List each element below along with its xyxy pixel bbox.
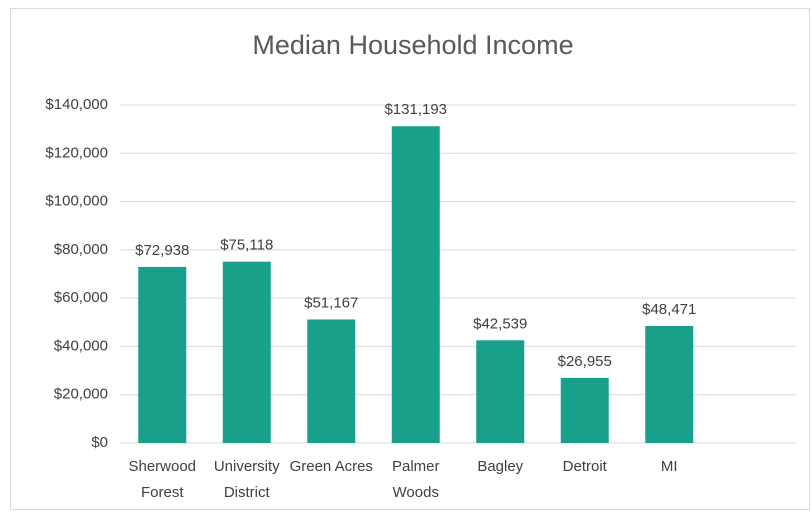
y-tick-label: $100,000	[45, 193, 108, 210]
x-tick-label: Sherwood Forest	[128, 458, 197, 501]
data-label: $72,938	[135, 242, 189, 259]
x-tick-label: Bagley	[477, 458, 524, 475]
x-tick-label: MI	[660, 458, 678, 475]
bar	[222, 261, 271, 443]
bar	[476, 340, 525, 443]
bar	[645, 325, 694, 443]
chart-title: Median Household Income	[252, 30, 573, 60]
bar	[138, 266, 187, 443]
y-tick-label: $0	[91, 434, 108, 451]
x-tick-label: Green Acres	[289, 458, 373, 475]
data-label: $131,193	[384, 101, 447, 118]
y-tick-label: $40,000	[54, 337, 108, 354]
y-tick-label: $140,000	[45, 96, 108, 113]
bar	[391, 126, 440, 444]
y-tick-label: $20,000	[54, 386, 108, 403]
data-label: $51,167	[304, 294, 358, 311]
y-tick-label: $120,000	[45, 144, 108, 161]
data-label: $42,539	[473, 315, 527, 332]
x-tick-label: Detroit	[562, 458, 607, 475]
data-label: $48,471	[642, 301, 696, 318]
data-label: $75,118	[220, 237, 273, 254]
y-tick-label: $80,000	[54, 241, 108, 258]
x-tick-label: University District	[213, 458, 280, 501]
data-label: $26,955	[558, 353, 612, 370]
y-tick-label: $60,000	[54, 289, 108, 306]
bar	[307, 319, 356, 443]
x-tick-label: Palmer Woods	[391, 458, 440, 501]
bar	[560, 377, 609, 443]
